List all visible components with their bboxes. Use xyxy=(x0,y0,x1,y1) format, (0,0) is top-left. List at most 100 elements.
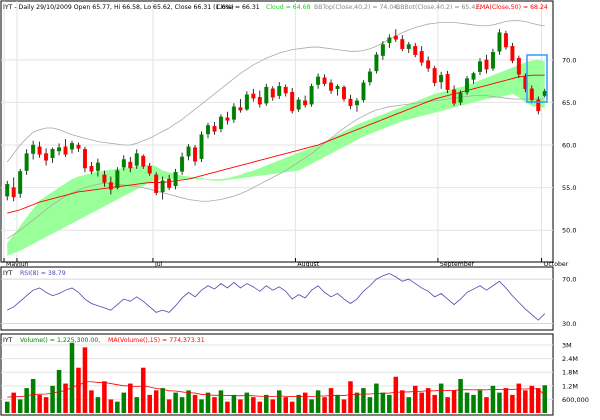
volume-bar xyxy=(134,397,140,413)
candle xyxy=(283,84,288,97)
candle-body xyxy=(70,143,74,150)
candle xyxy=(296,97,301,112)
candle xyxy=(121,155,126,171)
volume-bar xyxy=(257,401,263,413)
candle xyxy=(70,140,74,154)
candle xyxy=(82,146,87,173)
candle-body xyxy=(329,82,334,91)
volume-bar xyxy=(484,397,489,413)
volume-bar xyxy=(4,401,10,413)
candle-body xyxy=(193,147,198,162)
rsi-label: RSI(8) = 38.79 xyxy=(20,270,66,277)
candle-body xyxy=(426,60,431,69)
candle xyxy=(322,74,327,87)
volume-bar xyxy=(173,392,178,413)
volume-tick-label: 1.2M xyxy=(562,382,578,390)
candle xyxy=(510,42,515,64)
volume-bar xyxy=(296,394,301,413)
candle-body xyxy=(471,73,476,80)
price-x-axis: May Jun Jul August September October xyxy=(3,258,569,268)
rsi-panel-frame xyxy=(0,266,554,331)
candle-body xyxy=(251,93,256,99)
rsi-ticker: IYT xyxy=(3,270,13,277)
candle-body xyxy=(121,159,126,168)
candle-body xyxy=(367,71,372,83)
candle-body xyxy=(400,39,405,49)
price-tick-label: 70.0 xyxy=(562,56,576,64)
volume-bar xyxy=(270,399,276,413)
candle-body xyxy=(37,146,42,155)
candle-body xyxy=(115,170,120,188)
candle-body xyxy=(322,77,327,84)
candle xyxy=(452,85,457,106)
candle-body xyxy=(212,126,217,132)
volume-bar xyxy=(335,394,340,413)
candle-body xyxy=(199,134,204,159)
volume-ticker: IYT xyxy=(3,337,13,344)
candle xyxy=(141,154,146,169)
candle-body xyxy=(354,100,359,106)
price-tick-label: 55.0 xyxy=(562,184,576,192)
volume-bar xyxy=(205,392,211,413)
volume-bar xyxy=(63,383,68,413)
volume-ma-label: MA(Volume(),15) = 774,373.31 xyxy=(108,337,205,344)
volume-bar xyxy=(251,397,256,413)
volume-ma-line xyxy=(7,381,546,398)
header-close: Close = 66.31 xyxy=(216,4,260,11)
candle xyxy=(193,145,198,166)
volume-bar xyxy=(102,381,107,413)
candle-body xyxy=(57,147,62,152)
bb-top-line xyxy=(6,20,545,163)
volume-bar xyxy=(166,399,172,413)
volume-bar xyxy=(231,394,237,413)
candle xyxy=(5,180,10,201)
volume-bar xyxy=(367,397,373,413)
volume-bar xyxy=(24,388,29,413)
candle xyxy=(251,88,256,102)
price-month-label: October xyxy=(544,261,569,268)
volume-bar xyxy=(225,401,230,413)
candle xyxy=(50,147,55,163)
volume-bar xyxy=(406,397,412,413)
candle xyxy=(529,85,534,104)
candle xyxy=(147,162,152,176)
candle xyxy=(458,90,463,105)
candle-body xyxy=(342,86,346,100)
candle xyxy=(516,55,521,78)
volume-bar xyxy=(186,390,191,413)
volume-bar xyxy=(315,390,321,413)
volume-tick-label: 2.4M xyxy=(562,355,578,363)
volume-bar xyxy=(17,399,23,413)
candle-body xyxy=(89,166,94,172)
candle xyxy=(439,71,444,89)
candle-body xyxy=(361,82,366,101)
volume-bar xyxy=(497,392,502,413)
candle-body xyxy=(134,153,139,166)
candle-body xyxy=(290,92,295,112)
candle xyxy=(180,152,185,175)
candle xyxy=(89,162,94,174)
candle xyxy=(380,41,385,60)
candle-body xyxy=(5,183,10,197)
candle xyxy=(160,176,165,200)
volume-bar xyxy=(328,388,334,413)
volume-bar xyxy=(218,390,224,413)
candle xyxy=(167,174,172,191)
candle-body xyxy=(452,89,457,104)
volume-bar xyxy=(425,388,431,413)
candle-body xyxy=(18,171,23,194)
candle xyxy=(490,48,495,71)
volume-bar xyxy=(523,390,528,413)
candle xyxy=(374,52,379,74)
volume-bar xyxy=(374,383,379,413)
candle xyxy=(206,122,210,139)
volume-bar xyxy=(140,367,146,413)
rsi-tick-label: 30.0 xyxy=(562,320,576,328)
volume-bar xyxy=(348,381,353,413)
candle-body xyxy=(387,37,392,44)
volume-bar xyxy=(289,401,295,413)
candle xyxy=(218,114,223,133)
candle-body xyxy=(225,117,230,121)
candle-body xyxy=(167,178,172,188)
